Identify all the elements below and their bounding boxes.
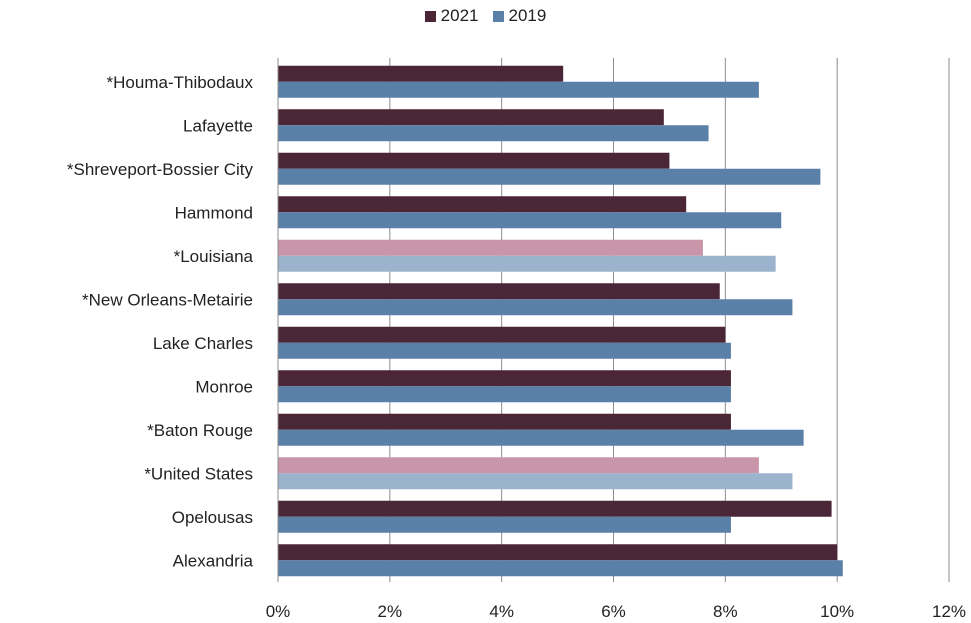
bar-2019 xyxy=(278,516,731,533)
bar-2021 xyxy=(278,152,670,169)
x-tick-label: 12% xyxy=(932,602,966,621)
category-label: *Louisiana xyxy=(174,247,254,266)
legend: 2021 2019 xyxy=(0,6,971,26)
category-label: *United States xyxy=(144,464,253,483)
x-tick-label: 10% xyxy=(820,602,854,621)
category-label: Monroe xyxy=(195,377,253,396)
legend-swatch-2021 xyxy=(424,10,436,22)
bar-2021 xyxy=(278,239,703,256)
category-label: *Houma-Thibodaux xyxy=(107,73,254,92)
category-label: Lake Charles xyxy=(153,334,253,353)
legend-item-2021: 2021 xyxy=(424,6,479,26)
bar-2019 xyxy=(278,255,776,272)
bar-2019 xyxy=(278,342,731,359)
category-label: Opelousas xyxy=(172,508,253,527)
bar-2019 xyxy=(278,81,759,98)
bar-2019 xyxy=(278,473,793,490)
bar-2021 xyxy=(278,457,759,474)
x-tick-label: 0% xyxy=(266,602,291,621)
bar-2021 xyxy=(278,370,731,387)
bar-2021 xyxy=(278,109,664,126)
x-tick-label: 2% xyxy=(378,602,403,621)
legend-swatch-2019 xyxy=(492,10,504,22)
category-label: Hammond xyxy=(175,203,253,222)
bar-2019 xyxy=(278,212,782,229)
bar-2021 xyxy=(278,544,838,561)
bar-2021 xyxy=(278,413,731,430)
bar-2021 xyxy=(278,500,832,517)
category-label: Lafayette xyxy=(183,116,253,135)
bar-2021 xyxy=(278,65,564,82)
bar-2019 xyxy=(278,125,709,142)
bar-2019 xyxy=(278,386,731,403)
category-label: Alexandria xyxy=(173,551,254,570)
bar-2019 xyxy=(278,429,804,446)
category-label: *New Orleans-Metairie xyxy=(82,290,253,309)
bar-2021 xyxy=(278,283,720,300)
category-label: *Shreveport-Bossier City xyxy=(67,160,254,179)
bar-2019 xyxy=(278,560,843,577)
legend-label-2021: 2021 xyxy=(440,6,479,25)
x-tick-label: 4% xyxy=(489,602,514,621)
legend-item-2019: 2019 xyxy=(492,6,547,26)
x-tick-label: 6% xyxy=(601,602,626,621)
bar-2021 xyxy=(278,326,726,343)
bar-2021 xyxy=(278,196,687,213)
category-label: *Baton Rouge xyxy=(147,421,253,440)
x-tick-label: 8% xyxy=(713,602,738,621)
bar-2019 xyxy=(278,299,793,316)
legend-label-2019: 2019 xyxy=(508,6,547,25)
bar-2019 xyxy=(278,168,821,185)
